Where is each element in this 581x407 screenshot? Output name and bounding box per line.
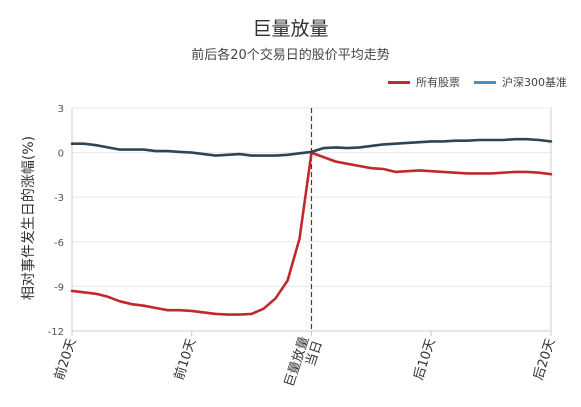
- y-tick-label: 3: [58, 104, 64, 115]
- y-tick-label: -6: [54, 238, 64, 249]
- x-tick-label-line: 后10天: [411, 337, 438, 382]
- chart-subtitle: 前后各20个交易日的股价平均走势: [191, 48, 390, 63]
- y-tick-label: -12: [48, 327, 64, 338]
- chart-legend: 所有股票 沪深300基准: [374, 74, 567, 90]
- legend-label-hs300: 沪深300基准: [502, 76, 567, 89]
- chart-title: 巨量放量: [252, 18, 329, 40]
- y-tick-label: -3: [54, 193, 64, 204]
- y-tick-label: 0: [58, 149, 64, 160]
- legend-swatch-all-stocks: [388, 80, 410, 84]
- y-tick-label: -9: [54, 282, 64, 293]
- x-tick-label-line: 前10天: [171, 337, 199, 382]
- x-tick-label-line: 前20天: [51, 337, 79, 382]
- x-tick-label: 前20天: [51, 337, 79, 382]
- axis-layer: [71, 108, 552, 336]
- x-tick-label: 后10天: [411, 337, 438, 382]
- legend-label-all-stocks: 所有股票: [416, 76, 460, 89]
- x-tick-label-line: 后20天: [531, 337, 558, 382]
- series-line-hs300: [70, 137, 553, 157]
- x-tick-label: 前10天: [171, 337, 199, 382]
- x-tick-label: 后20天: [531, 337, 558, 382]
- legend-item-all-stocks[interactable]: 所有股票: [388, 74, 460, 90]
- series-layer: [70, 137, 553, 316]
- legend-item-hs300[interactable]: 沪深300基准: [474, 74, 567, 90]
- legend-swatch-hs300: [474, 80, 496, 84]
